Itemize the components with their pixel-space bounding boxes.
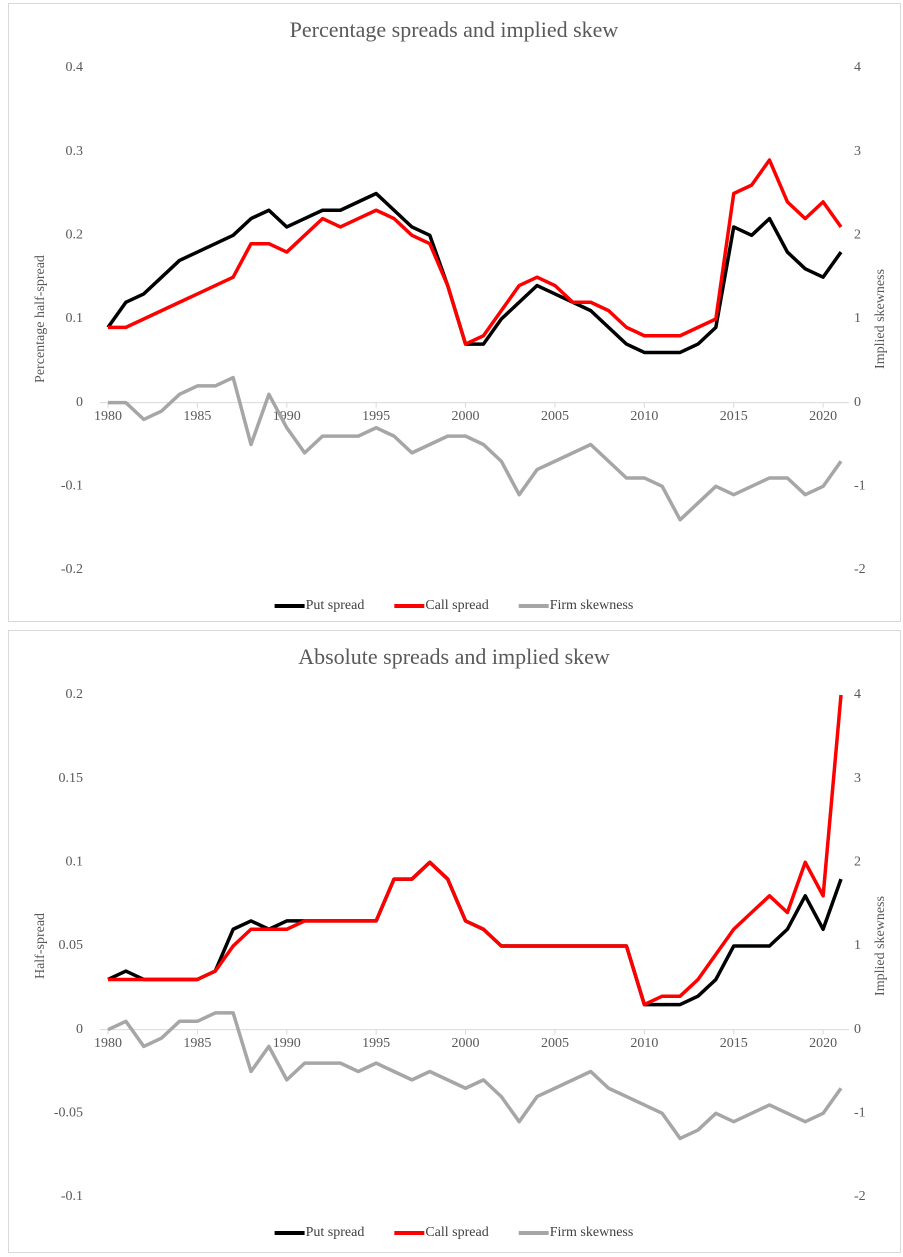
chart: Absolute spreads and implied skew Half-sp… — [33, 644, 888, 1240]
y-tick-label: -0.1 — [61, 479, 83, 494]
y-tick-label: 0.2 — [66, 228, 84, 243]
y2-axis-label: Implied skewness — [873, 896, 888, 996]
x-tick-label: 2005 — [541, 1036, 569, 1051]
legend-label: Firm skewness — [550, 598, 634, 613]
y2-tick-label: -2 — [854, 1189, 866, 1204]
y2-tick-label: -1 — [854, 1106, 866, 1121]
x-tick-label: 2020 — [809, 1036, 837, 1051]
chart-title: Absolute spreads and implied skew — [298, 644, 610, 669]
chart-title: Percentage spreads and implied skew — [290, 17, 619, 42]
y-tick-label: -0.05 — [54, 1106, 83, 1121]
y2-tick-label: 3 — [854, 771, 861, 786]
series-line — [106, 191, 843, 355]
series-line — [107, 1011, 843, 1141]
chart: Percentage spreads and implied skew Perce… — [33, 17, 888, 613]
y2-tick-label: 2 — [854, 228, 861, 243]
y-axis-label: Half-spread — [33, 913, 48, 979]
series-line — [108, 158, 843, 346]
y-tick-label: 0.4 — [66, 60, 84, 75]
y2-tick-label: -2 — [854, 562, 866, 577]
y-tick-label: 0.3 — [66, 144, 84, 159]
y-tick-label: 0 — [76, 1022, 83, 1037]
series-line — [108, 375, 843, 522]
x-tick-label: 2000 — [452, 409, 480, 424]
y-tick-label: 0.15 — [59, 771, 84, 786]
legend: Put spread Call spread Firm skewness — [274, 598, 634, 613]
chart-panel: Percentage spreads and implied skew Perce… — [8, 3, 901, 622]
x-tick-label: 1995 — [362, 409, 390, 424]
x-tick-label: 2005 — [541, 409, 569, 424]
y2-tick-label: 1 — [854, 311, 861, 326]
x-tick-label: 2015 — [720, 1036, 748, 1051]
y2-tick-label: 3 — [854, 144, 861, 159]
y-tick-label: 0.1 — [66, 311, 84, 326]
y2-tick-label: 0 — [854, 395, 861, 410]
legend-label: Put spread — [306, 1225, 365, 1240]
x-tick-label: 1995 — [362, 1036, 390, 1051]
legend-label: Call spread — [425, 598, 488, 613]
x-tick-label: 2010 — [630, 409, 658, 424]
y2-tick-label: 1 — [854, 938, 861, 953]
chart-panel: Absolute spreads and implied skew Half-sp… — [8, 630, 901, 1253]
x-tick-label: 1980 — [94, 1036, 122, 1051]
x-tick-label: 2015 — [720, 409, 748, 424]
y-tick-label: -0.2 — [61, 562, 83, 577]
x-tick-label: 2010 — [630, 1036, 658, 1051]
x-tick-label: 2020 — [809, 409, 837, 424]
y2-tick-label: 2 — [854, 855, 861, 870]
legend: Put spread Call spread Firm skewness — [274, 1225, 634, 1240]
y2-axis-label: Implied skewness — [873, 269, 888, 369]
x-tick-label: 1985 — [183, 1036, 211, 1051]
legend-label: Firm skewness — [550, 1225, 634, 1240]
y-tick-label: 0.05 — [59, 938, 84, 953]
x-tick-label: 1990 — [273, 1036, 301, 1051]
y2-tick-label: 4 — [854, 687, 861, 702]
y-tick-label: 0.1 — [66, 855, 84, 870]
x-tick-label: 1985 — [183, 409, 211, 424]
y-tick-label: 0.2 — [66, 687, 84, 702]
y2-tick-label: -1 — [854, 479, 866, 494]
x-tick-label: 2000 — [452, 1036, 480, 1051]
y-tick-label: 0 — [76, 395, 83, 410]
x-tick-label: 1980 — [94, 409, 122, 424]
legend-label: Call spread — [425, 1225, 488, 1240]
y-axis-label: Percentage half-spread — [33, 255, 48, 383]
y2-tick-label: 0 — [854, 1022, 861, 1037]
legend-label: Put spread — [306, 598, 365, 613]
y-tick-label: -0.1 — [61, 1189, 83, 1204]
series-line — [108, 694, 843, 1007]
y2-tick-label: 4 — [854, 60, 861, 75]
